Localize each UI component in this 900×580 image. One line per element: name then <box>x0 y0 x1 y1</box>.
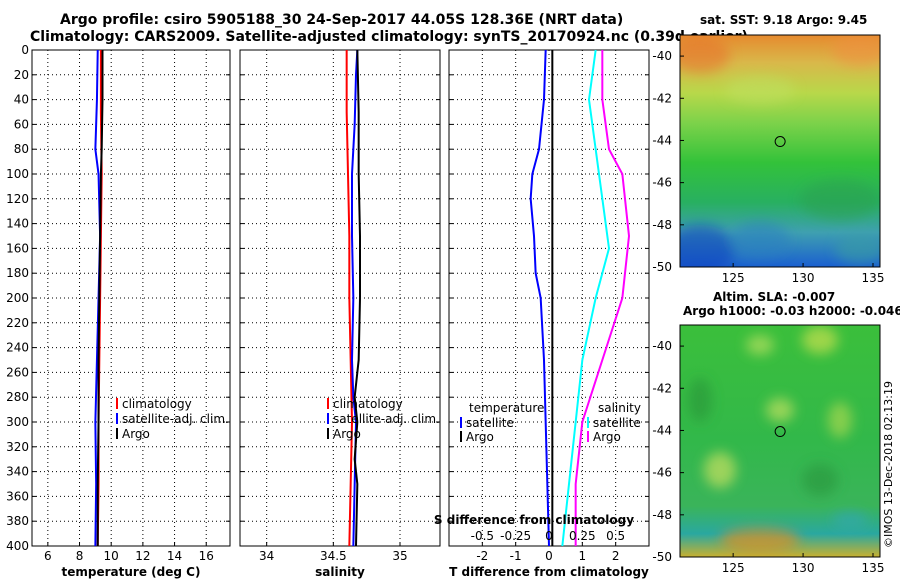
series-line-climatology <box>345 50 354 547</box>
map-y-tick-label: -44 <box>652 423 672 437</box>
map-x-tick-label: 125 <box>722 271 745 285</box>
x-tick-label: 34 <box>259 549 274 563</box>
x-tick-label: 0 <box>545 549 553 563</box>
y-tick-label: 0 <box>21 43 29 57</box>
x-tick-label: 1 <box>579 549 587 563</box>
y-tick-label: 320 <box>6 440 29 454</box>
y-tick-label: 340 <box>6 465 29 479</box>
secondary-tick-label: -0.5 <box>471 529 494 543</box>
series-line-argo <box>353 49 361 547</box>
y-tick-label: 160 <box>6 241 29 255</box>
y-tick-label: 40 <box>14 93 29 107</box>
series-line-salinity-satellite <box>561 49 611 547</box>
x-tick-label: 8 <box>76 549 84 563</box>
legend-label: Argo <box>593 430 621 444</box>
map-x-tick-label: 135 <box>862 561 885 575</box>
y-tick-label: 360 <box>6 489 29 503</box>
x-tick-label: 6 <box>44 549 52 563</box>
sla-map-title-line1: Altim. SLA: -0.007 <box>713 290 836 304</box>
x-axis-label: salinity <box>315 565 365 579</box>
secondary-tick-label: 0.5 <box>606 529 625 543</box>
y-tick-label: 240 <box>6 341 29 355</box>
x-axis-label: T difference from climatology <box>449 565 649 579</box>
figure-title-line2: Climatology: CARS2009. Satellite-adjuste… <box>30 29 748 45</box>
x-tick-label: 2 <box>612 549 620 563</box>
y-tick-label: 80 <box>14 142 29 156</box>
sla-map: 125 130 135 -40 -42 -44 -46 -48 -50 <box>652 324 885 575</box>
x-tick-label: 14 <box>167 549 182 563</box>
sst-map: 125 130 135 -40 -42 -44 -46 -48 -50 <box>652 34 885 285</box>
x-tick-label: 10 <box>104 549 119 563</box>
y-tick-label: 20 <box>14 68 29 82</box>
legend-label: Argo <box>466 430 494 444</box>
map-x-tick-label: 130 <box>792 561 815 575</box>
secondary-axis-label: S difference from climatology <box>434 513 634 527</box>
map-y-tick-label: -48 <box>652 508 672 522</box>
x-tick-label: 34.5 <box>320 549 347 563</box>
map-y-tick-label: -40 <box>652 49 672 63</box>
map-y-tick-label: -46 <box>652 176 672 190</box>
map-y-tick-label: -42 <box>652 381 672 395</box>
legend-label: satellite <box>466 416 514 430</box>
y-tick-label: 300 <box>6 415 29 429</box>
y-tick-label: 60 <box>14 117 29 131</box>
map-x-tick-label: 135 <box>862 271 885 285</box>
legend-label: climatology <box>333 397 403 411</box>
temperature-profile: 0 20 40 60 80 100 120 140 160 180 200 220 240 260 280 3… <box>6 43 231 579</box>
legend-temperature-title: temperature <box>469 401 544 415</box>
x-tick-label: 16 <box>199 549 214 563</box>
difference-profile: -2 -1 0 1 2 T difference from climatology temp… <box>434 49 650 579</box>
map-y-tick-label: -42 <box>652 91 672 105</box>
legend-label: Argo <box>333 427 361 441</box>
y-tick-label: 180 <box>6 266 29 280</box>
sla-float-marker <box>774 426 786 438</box>
sst-map-title: sat. SST: 9.18 Argo: 9.45 <box>700 13 868 27</box>
legend-label: climatology <box>122 397 192 411</box>
legend-label: satellite-adj. clim. <box>122 412 229 426</box>
y-tick-label: 200 <box>6 291 29 305</box>
map-y-tick-label: -40 <box>652 339 672 353</box>
y-tick-label: 280 <box>6 390 29 404</box>
secondary-tick-label: -0.25 <box>500 529 531 543</box>
map-y-tick-label: -44 <box>652 133 672 147</box>
map-y-tick-label: -46 <box>652 466 672 480</box>
x-tick-label: 12 <box>135 549 150 563</box>
map-x-tick-label: 125 <box>722 561 745 575</box>
map-y-tick-label: -50 <box>652 260 672 274</box>
y-tick-label: 220 <box>6 316 29 330</box>
legend-label: Argo <box>122 427 150 441</box>
series-line-temperature-satellite <box>529 49 550 547</box>
series-line-argo <box>96 50 104 546</box>
legend-label: satellite-adj. clim. <box>333 412 440 426</box>
sst-float-marker <box>774 136 786 148</box>
legend-label: satellite <box>593 416 641 430</box>
salinity-profile: 34 34.5 35 salinity climatologysatellite-adj… <box>239 49 441 579</box>
x-axis-label: temperature (deg C) <box>62 565 201 579</box>
series-line-salinity-argo <box>574 50 631 546</box>
map-y-tick-label: -48 <box>652 218 672 232</box>
y-tick-label: 140 <box>6 217 29 231</box>
map-y-tick-label: -50 <box>652 550 672 564</box>
x-tick-label: -2 <box>476 549 488 563</box>
y-tick-label: 380 <box>6 514 29 528</box>
x-tick-label: 35 <box>392 549 407 563</box>
y-tick-label: 260 <box>6 365 29 379</box>
figure-title-line1: Argo profile: csiro 5905188_30 24-Sep-20… <box>60 12 624 28</box>
x-tick-label: -1 <box>510 549 522 563</box>
map-x-tick-label: 130 <box>792 271 815 285</box>
sla-map-title-line2: Argo h1000: -0.03 h2000: -0.046 <box>683 304 900 318</box>
y-tick-label: 400 <box>6 539 29 553</box>
secondary-tick-label: 0 <box>545 529 553 543</box>
legend-salinity-title: salinity <box>598 401 641 415</box>
y-tick-label: 100 <box>6 167 29 181</box>
y-tick-label: 120 <box>6 192 29 206</box>
secondary-tick-label: 0.25 <box>569 529 596 543</box>
